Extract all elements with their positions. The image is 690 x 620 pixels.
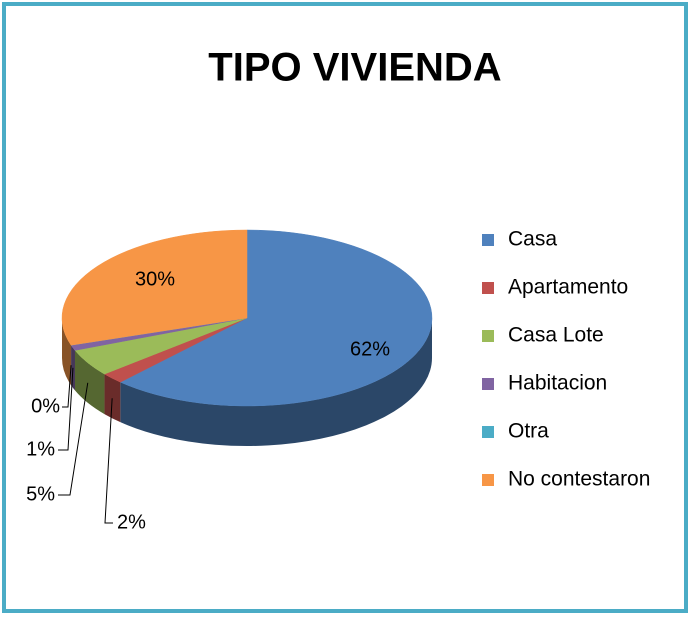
- leader-line: [58, 367, 74, 451]
- slice: [119, 229, 433, 407]
- chart-title: TIPO VIVIENDA: [208, 46, 501, 90]
- slice-side: [74, 350, 105, 415]
- legend-label: Casa: [508, 228, 557, 251]
- legend-label: No contestaron: [508, 468, 650, 491]
- data-label: 1%: [26, 438, 55, 460]
- legend-swatch: [482, 426, 494, 438]
- data-label: 62%: [350, 338, 390, 360]
- slice-side: [120, 318, 432, 446]
- slice-side: [62, 318, 72, 386]
- data-label: 30%: [135, 268, 175, 290]
- legend-label: Habitacion: [508, 372, 607, 395]
- legend-label: Casa Lote: [508, 324, 604, 347]
- slice: [61, 229, 248, 346]
- leader-line: [58, 382, 89, 496]
- leader-line: [62, 365, 72, 408]
- data-label: 5%: [26, 483, 55, 505]
- legend-swatch: [482, 330, 494, 342]
- legend-label: Apartamento: [508, 276, 628, 299]
- legend-swatch: [482, 282, 494, 294]
- legend-label: Otra: [508, 420, 549, 443]
- legend-swatch: [482, 378, 494, 390]
- slice-side: [104, 374, 121, 423]
- data-label: 2%: [117, 511, 146, 533]
- legend-swatch: [482, 474, 494, 486]
- legend-swatch: [482, 234, 494, 246]
- leader-line: [104, 398, 113, 524]
- data-label: 0%: [31, 395, 60, 417]
